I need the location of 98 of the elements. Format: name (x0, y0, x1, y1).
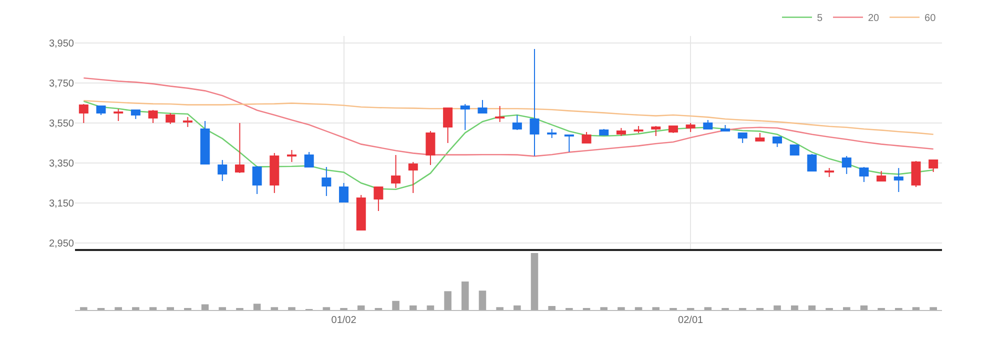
candlestick (182, 116, 192, 128)
candlestick (824, 168, 834, 178)
candlestick (859, 166, 869, 182)
candlestick (130, 110, 140, 120)
legend-label: 20 (868, 13, 880, 24)
candlestick (96, 106, 106, 116)
candlestick (616, 128, 626, 136)
legend-label: 60 (924, 13, 936, 24)
bar (288, 307, 296, 310)
candlestick (894, 168, 904, 192)
candlestick (322, 166, 332, 196)
candlestick (443, 108, 453, 144)
candlestick (755, 132, 765, 142)
bar (253, 304, 261, 310)
candlestick (547, 128, 557, 138)
bar (478, 290, 486, 310)
bar (166, 307, 174, 310)
candlestick (252, 166, 262, 194)
candlestick (114, 108, 124, 122)
bar (652, 307, 660, 310)
y-tick-label: 2,950 (48, 238, 74, 250)
bar (149, 307, 157, 310)
candlestick (287, 150, 296, 162)
candlestick (703, 120, 713, 130)
y-tick-label: 3,750 (48, 78, 74, 90)
candlestick (807, 154, 817, 172)
candlestick (599, 128, 609, 136)
bar (322, 307, 330, 310)
candlestick (842, 156, 852, 174)
candlestick (270, 152, 280, 194)
candlestick (408, 162, 418, 194)
candlestick (374, 186, 384, 212)
line-series (83, 77, 934, 157)
candlestick (391, 154, 401, 188)
bar (634, 307, 642, 310)
candlestick (339, 182, 349, 202)
bar (462, 282, 469, 310)
legend-label: 5 (817, 13, 823, 24)
candlestick (166, 112, 176, 124)
candlestick (460, 104, 470, 130)
bar (201, 304, 209, 310)
bar (114, 307, 122, 310)
candlestick (876, 170, 886, 182)
bar (218, 307, 226, 310)
candlestick (495, 106, 505, 122)
bar (912, 307, 920, 310)
candlestick (928, 160, 938, 172)
bar (530, 253, 538, 310)
candlestick (720, 124, 730, 132)
x-tick-label: 02/01 (678, 315, 704, 326)
candlestick (304, 152, 314, 168)
candlestick (234, 122, 244, 174)
candlestick (582, 132, 592, 144)
candlestick (78, 104, 88, 124)
bar (600, 307, 608, 310)
candlestick (738, 132, 748, 144)
y-tick-label: 3,150 (48, 198, 74, 210)
candlestick (478, 100, 488, 114)
candlestick (218, 160, 228, 182)
line-series (83, 100, 934, 136)
candlestick (651, 126, 661, 136)
candlestick (668, 126, 678, 134)
bar (426, 305, 434, 310)
candlestick (686, 122, 696, 132)
bar (790, 305, 798, 310)
candlestick (530, 48, 540, 156)
bar (132, 307, 140, 310)
bar (774, 305, 781, 310)
bar (80, 307, 88, 310)
candlestick (634, 126, 644, 134)
bar (409, 305, 417, 310)
bar (392, 300, 400, 310)
bar (548, 306, 556, 310)
y-tick-label: 3,350 (48, 158, 74, 170)
line-series (83, 100, 934, 190)
candlestick (512, 114, 522, 130)
candlestick (772, 136, 782, 148)
candlestick (790, 144, 800, 156)
x-tick-label: 01/02 (331, 315, 357, 326)
bar (860, 305, 868, 310)
bar (444, 291, 452, 310)
candlestick (200, 120, 210, 164)
bar (496, 307, 504, 310)
bar (842, 307, 850, 310)
bar (704, 307, 712, 310)
bar (618, 307, 625, 310)
candlestick (911, 160, 921, 188)
candlestick (564, 134, 574, 152)
candlestick (148, 110, 158, 124)
candlestick (356, 194, 366, 230)
bar (930, 307, 937, 310)
y-tick-label: 3,950 (48, 38, 74, 50)
bar (514, 305, 521, 310)
bar (270, 307, 278, 310)
bar (808, 305, 816, 310)
bar (357, 305, 365, 310)
y-tick-label: 3,550 (48, 118, 74, 130)
candlestick (426, 130, 436, 166)
